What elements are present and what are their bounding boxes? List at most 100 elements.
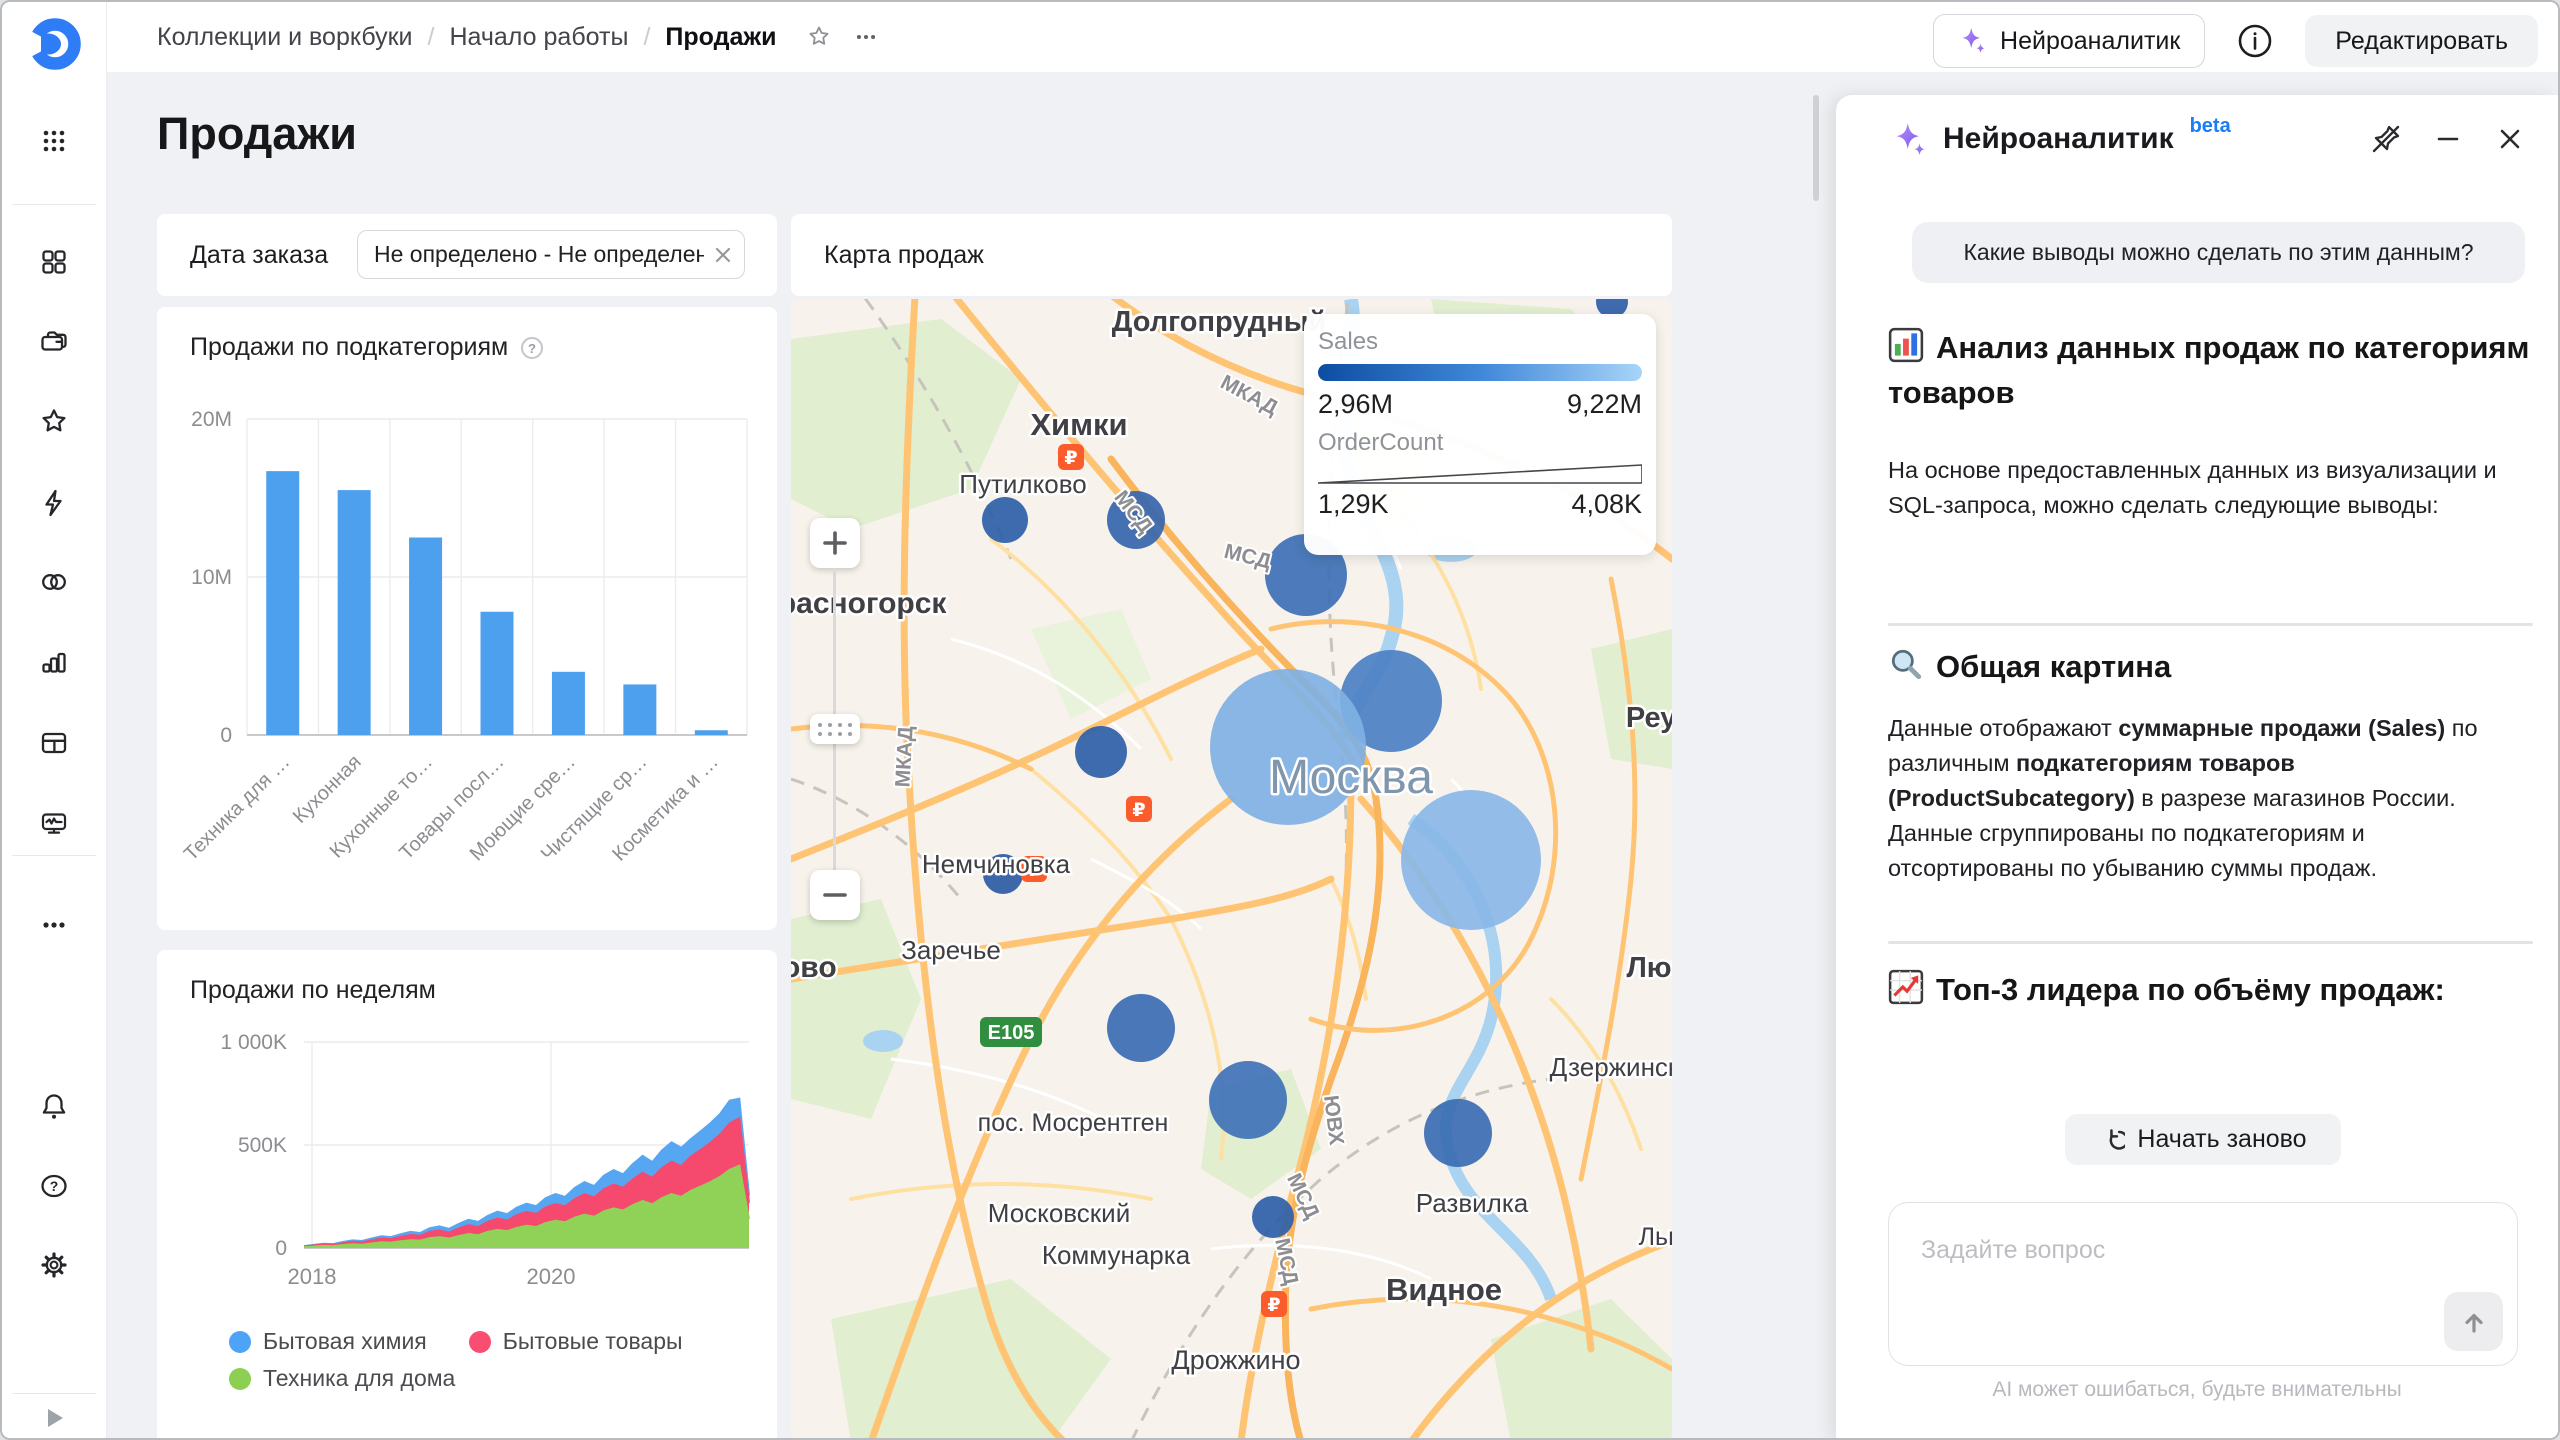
map-city-label: Дрожжино	[1171, 1345, 1300, 1375]
more-actions-icon[interactable]	[851, 22, 881, 52]
date-range-input[interactable]: Не определено - Не определено	[357, 230, 745, 279]
breadcrumb: Коллекции и воркбуки / Начало работы / П…	[157, 2, 881, 72]
map-zoom-drag-handle[interactable]	[810, 714, 860, 744]
ordercount-wedge	[1318, 462, 1642, 486]
clear-filter-icon[interactable]	[712, 244, 734, 266]
map-city-label: Москва	[1269, 751, 1433, 804]
notifications-bell-icon[interactable]	[37, 1090, 71, 1124]
apps-grid-icon[interactable]	[37, 124, 71, 158]
sidebar-item-collections-icon[interactable]	[37, 325, 71, 359]
map-road-label: МКАД	[891, 725, 917, 787]
map-city-label: Путилково	[959, 469, 1086, 499]
user-message-text: Какие выводы можно сделать по этим данны…	[1964, 239, 2474, 266]
map-city-label: Химки	[1030, 407, 1127, 442]
map-bubble[interactable]	[1107, 994, 1175, 1062]
chart-help-icon[interactable]: ?	[520, 336, 544, 360]
datalens-logo-icon[interactable]	[22, 12, 86, 76]
weekly-sales-chart-widget[interactable]: Продажи по неделям 1 000K500K020182020 Б…	[157, 950, 777, 1440]
ruble-badge-label: ₽	[1267, 1295, 1280, 1316]
bar[interactable]	[552, 672, 585, 735]
svg-text:?: ?	[528, 341, 536, 356]
neuro-analyst-label: Нейроаналитик	[2000, 27, 2180, 56]
svg-text:?: ?	[50, 1178, 59, 1194]
map-city-label: Заречье	[901, 935, 1001, 965]
sidebar-more-icon[interactable]	[37, 908, 71, 942]
map-bubble[interactable]	[1401, 790, 1541, 930]
map-city-label: Дзержинский	[1550, 1052, 1672, 1082]
sidebar-item-favorites-icon[interactable]	[37, 405, 71, 439]
sparkle-icon	[1891, 121, 1929, 159]
chart-up-emoji-icon	[1888, 969, 1924, 1005]
sales-map-widget[interactable]: ₽₽₽₽E105 ДолгопрудныйХимкиПутилковоКрасн…	[791, 299, 1672, 1440]
edit-button[interactable]: Редактировать	[2305, 15, 2538, 67]
subcategories-chart-widget[interactable]: Продажи по подкатегориям ? 20M10M0Техник…	[157, 307, 777, 930]
map-bubble[interactable]	[1209, 1061, 1287, 1139]
dashboard-scrollbar[interactable]	[1813, 95, 1819, 201]
map-zoom-out-button[interactable]	[810, 870, 860, 920]
ai-heading-overview: Общая картина	[1888, 644, 2538, 689]
legend-ordercount-label: OrderCount	[1318, 427, 1642, 458]
x-axis-label: Кухонная	[289, 751, 366, 828]
ai-paragraph-intro: На основе предоставленных данных из визу…	[1888, 453, 2536, 523]
map-bubble[interactable]	[1075, 726, 1127, 778]
sidebar-divider	[12, 855, 96, 856]
map-title: Карта продаж	[824, 214, 984, 296]
minimize-icon[interactable]	[2428, 119, 2468, 159]
sidebar-item-connections-icon[interactable]	[37, 486, 71, 520]
sidebar-item-dashboards-icon[interactable]	[37, 245, 71, 279]
sidebar: ?	[2, 2, 107, 1438]
restart-label: Начать заново	[2137, 1125, 2306, 1154]
ruble-badge-label: ₽	[1132, 800, 1145, 821]
bar[interactable]	[266, 471, 299, 735]
map-city-label: Одинцово	[791, 951, 837, 984]
sales-gradient-bar	[1318, 364, 1642, 381]
bar[interactable]	[623, 684, 656, 735]
neuro-analyst-button[interactable]: Нейроаналитик	[1933, 14, 2205, 68]
unpin-icon[interactable]	[2366, 119, 2406, 159]
legend-item[interactable]: Бытовые товары	[469, 1328, 683, 1355]
map-title-widget: Карта продаж	[791, 214, 1672, 296]
sidebar-item-monitoring-icon[interactable]	[37, 807, 71, 841]
question-input[interactable]: Задайте вопрос	[1888, 1202, 2518, 1366]
sidebar-item-tables-icon[interactable]	[37, 726, 71, 760]
bar[interactable]	[695, 730, 728, 735]
breadcrumb-separator: /	[643, 23, 650, 52]
map-city-label: Коммунарка	[1042, 1240, 1191, 1270]
map-zoom-in-button[interactable]	[810, 518, 860, 568]
settings-gear-icon[interactable]	[37, 1248, 71, 1282]
sidebar-item-charts-icon[interactable]	[37, 645, 71, 679]
legend-item[interactable]: Бытовая химия	[229, 1328, 427, 1355]
map-city-label: Видное	[1386, 1272, 1502, 1307]
sparkle-icon	[1958, 26, 1988, 56]
help-icon[interactable]: ?	[37, 1169, 71, 1203]
map-bubble[interactable]	[982, 497, 1028, 543]
breadcrumb-collections[interactable]: Коллекции и воркбуки	[157, 23, 413, 52]
send-button[interactable]	[2444, 1292, 2503, 1351]
chart-legend: Бытовая химия Бытовые товары Техника для д…	[229, 1328, 759, 1392]
bar[interactable]	[409, 538, 442, 736]
arrow-up-icon	[2457, 1305, 2491, 1339]
map-legend: Sales 2,96M 9,22M OrderCount 1,29K 4,08K	[1304, 314, 1656, 555]
bar[interactable]	[338, 490, 371, 735]
legend-dot-icon	[229, 1331, 251, 1353]
legend-item[interactable]: Техника для дома	[229, 1365, 455, 1392]
subcat-chart-title: Продажи по подкатегориям	[190, 333, 508, 362]
info-icon[interactable]	[2235, 21, 2275, 61]
close-icon[interactable]	[2490, 119, 2530, 159]
breadcrumb-getting-started[interactable]: Начало работы	[449, 23, 628, 52]
y-axis-tick: 20M	[191, 408, 232, 431]
sidebar-expand-icon[interactable]	[40, 1404, 68, 1432]
favorite-star-icon[interactable]	[805, 23, 833, 51]
area-chart: 1 000K500K020182020	[157, 950, 777, 1320]
restart-button[interactable]: Начать заново	[2065, 1114, 2341, 1165]
bar-chart-emoji-icon	[1888, 327, 1924, 363]
map-city-label: Долгопрудный	[1112, 306, 1327, 338]
sidebar-divider	[12, 204, 96, 205]
map-bubble[interactable]	[1424, 1099, 1492, 1167]
app-window: ? Коллекции и воркбуки / Начало работы /…	[0, 0, 2560, 1440]
map-bubble[interactable]	[1252, 1196, 1294, 1238]
restart-icon	[2099, 1127, 2125, 1153]
bar[interactable]	[481, 612, 514, 735]
sidebar-item-datasets-icon[interactable]	[37, 565, 71, 599]
legend-dot-icon	[229, 1368, 251, 1390]
